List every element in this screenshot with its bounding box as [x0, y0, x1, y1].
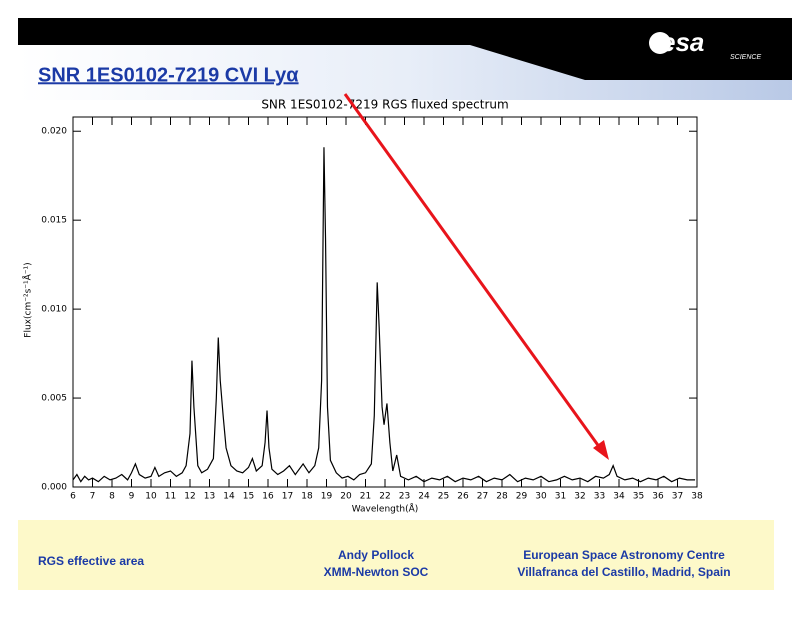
x-tick-label: 30 — [535, 492, 547, 502]
y-tick-label: 0.020 — [41, 127, 67, 137]
x-tick-label: 34 — [613, 492, 625, 502]
logo-mark — [649, 32, 671, 54]
x-tick-label: 21 — [360, 492, 371, 502]
x-tick-label: 19 — [321, 492, 333, 502]
y-axis-label: Flux(cm⁻²s⁻¹Å⁻¹) — [22, 262, 34, 337]
y-tick-label: 0.010 — [41, 305, 67, 315]
x-tick-label: 31 — [555, 492, 566, 502]
footer-author: Andy Pollock — [338, 548, 414, 562]
spectrum-line — [72, 147, 696, 483]
x-tick-label: 32 — [574, 492, 585, 502]
y-tick-label: 0.000 — [41, 483, 67, 493]
x-tick-label: 26 — [457, 492, 469, 502]
x-tick-label: 11 — [165, 492, 176, 502]
y-tick-label: 0.015 — [41, 216, 67, 226]
footer-band — [18, 520, 774, 590]
x-tick-label: 28 — [496, 492, 508, 502]
x-tick-label: 29 — [516, 492, 528, 502]
footer-centre: European Space Astronomy Centre — [523, 548, 725, 562]
x-tick-label: 37 — [672, 492, 683, 502]
x-tick-label: 14 — [223, 492, 235, 502]
plot: 6 7 8 9 10 11 12 13 14 15 16 17 18 19 20 21 22 23 24 25 26 27… — [41, 117, 703, 502]
x-tick-label: 12 — [184, 492, 195, 502]
x-tick-label: 9 — [129, 492, 135, 502]
x-tick-label: 16 — [262, 492, 274, 502]
x-tick-label: 23 — [399, 492, 410, 502]
footer-org: XMM-Newton SOC — [324, 565, 429, 579]
logo-sub: SCIENCE — [730, 54, 761, 61]
footer-left: RGS effective area — [38, 554, 144, 568]
header-bar — [18, 18, 792, 80]
x-tick-label: 7 — [90, 492, 96, 502]
x-tick-label: 22 — [379, 492, 390, 502]
x-tick-label: 36 — [652, 492, 664, 502]
x-tick-label: 33 — [594, 492, 605, 502]
x-tick-label: 17 — [282, 492, 293, 502]
x-tick-label: 20 — [340, 492, 352, 502]
x-tick-label: 25 — [438, 492, 449, 502]
chart-title: SNR 1ES0102-7219 RGS fluxed spectrum — [261, 98, 508, 112]
x-tick-label: 6 — [70, 492, 76, 502]
x-tick-label: 38 — [691, 492, 703, 502]
logo: esa — [661, 27, 704, 57]
footer-address: Villafranca del Castillo, Madrid, Spain — [517, 565, 730, 579]
x-tick-label: 24 — [418, 492, 430, 502]
x-tick-label: 27 — [477, 492, 488, 502]
x-tick-label: 8 — [109, 492, 115, 502]
x-tick-label: 35 — [633, 492, 644, 502]
y-tick-label: 0.005 — [41, 394, 67, 404]
arrow-line — [343, 93, 602, 449]
slide-title: SNR 1ES0102-7219 CVI Lyα — [38, 64, 299, 86]
x-tick-label: 10 — [145, 492, 157, 502]
x-axis-label: Wavelength(Å) — [352, 503, 419, 515]
x-tick-label: 13 — [204, 492, 215, 502]
x-tick-label: 15 — [243, 492, 254, 502]
arrow-head — [593, 440, 609, 460]
x-tick-label: 18 — [301, 492, 313, 502]
